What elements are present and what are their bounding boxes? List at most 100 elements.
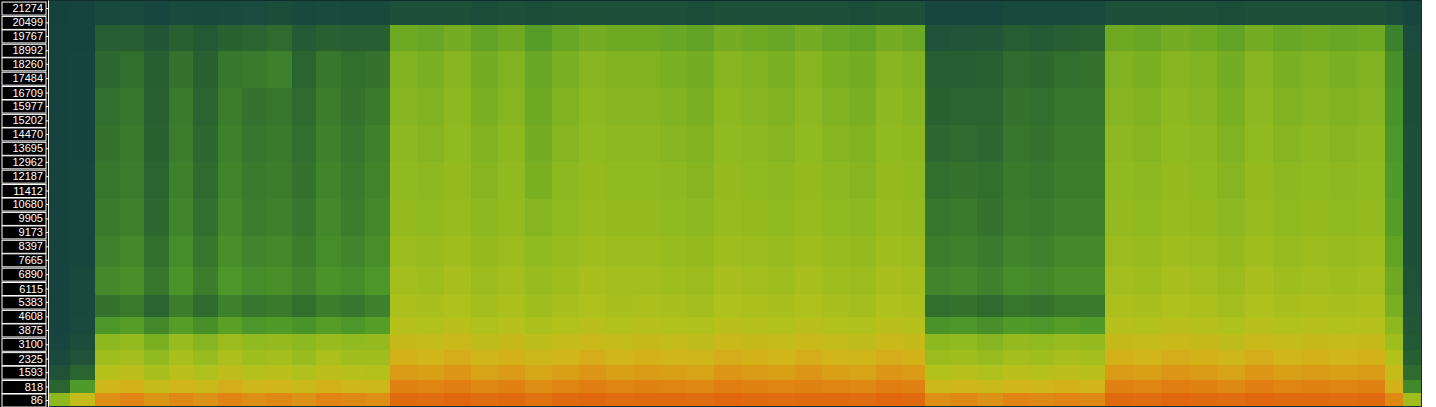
heat-cell [341,365,366,380]
heat-cell [267,379,293,392]
heat-cell [977,0,1004,25]
heat-cell [365,198,391,236]
heat-cell [444,87,472,125]
heat-cell [687,365,715,380]
heat-cell [144,267,170,295]
heat-cell [95,350,121,365]
heat-cell [1217,87,1246,125]
heat-cell [70,235,96,267]
heat-cell [1161,294,1190,317]
tick-label-box [2,240,46,253]
heat-cell [144,50,170,87]
heat-cell [876,24,904,50]
heat-cell [471,365,499,380]
heat-cell [579,294,607,317]
heat-cell [218,379,243,392]
y-tick-mark [46,134,48,135]
heat-cell [714,0,742,25]
tick-label-box [2,128,46,141]
heat-cell [633,350,661,365]
heat-cell [1217,50,1246,87]
heat-cell [390,350,418,365]
heat-cell [120,198,145,236]
heat-cell [1105,124,1134,162]
tick-label-box [2,381,46,394]
heat-cell [365,235,391,267]
heat-cell [606,350,634,365]
heat-cell [1003,87,1030,125]
heat-cell [1054,317,1081,334]
heat-cell [876,294,904,317]
axis-background [0,0,48,407]
heat-cell [1301,24,1330,50]
heat-cell [48,198,71,236]
heat-cell [876,124,904,162]
heat-cell [552,350,580,365]
heat-cell [768,392,796,407]
y-tick: 13695 [2,142,48,155]
heat-cell [193,379,219,392]
heat-cell [1385,294,1404,317]
heat-cell [579,124,607,162]
heat-cell [193,24,219,50]
heat-cell [903,392,926,407]
heat-cell [498,333,526,350]
heat-cell [925,24,952,50]
y-tick-label: 19767 [12,30,43,42]
heat-cell [1273,365,1302,380]
heat-cell [242,350,268,365]
heat-cell [1105,267,1134,295]
heat-cell [471,294,499,317]
heat-cell [390,198,418,236]
heat-cell [120,124,145,162]
heat-cell [1161,87,1190,125]
heat-cell [606,267,634,295]
heat-cell [687,161,715,199]
heat-cell [1273,379,1302,392]
y-tick: 9905 [2,212,48,225]
heat-cell [903,317,926,334]
y-tick-label: 2325 [19,353,43,365]
heat-cell [951,365,978,380]
y-tick: 818 [2,381,48,394]
heat-cell [876,198,904,236]
heat-cell [579,365,607,380]
heat-cell [70,365,96,380]
heat-cell [552,379,580,392]
heat-cell [471,379,499,392]
tick-label-box [2,30,46,43]
heat-cell [1105,392,1134,407]
tick-label-box [2,44,46,57]
heat-cell [525,350,553,365]
heat-cell [606,235,634,267]
heat-cell [552,50,580,87]
heat-cell [316,24,342,50]
heat-cell [120,235,145,267]
heat-cell [951,124,978,162]
y-tick: 6115 [2,283,48,296]
heat-cell [714,392,742,407]
heat-cell [267,350,293,365]
y-tick: 4608 [2,310,48,323]
heat-cell [1385,317,1404,334]
heat-cell [849,0,877,25]
heat-cell [1133,198,1162,236]
heat-cell [741,124,769,162]
heat-cell [1301,365,1330,380]
heat-cell [1133,350,1162,365]
y-tick-label: 818 [25,381,43,393]
heat-cell [822,235,850,267]
heat-cell [144,294,170,317]
heat-cell [822,379,850,392]
heat-cell [95,161,121,199]
plot-area [48,0,1423,407]
heat-cell [341,350,366,365]
y-tick-label: 8397 [19,240,43,252]
heat-cell [606,198,634,236]
y-tick-mark [46,22,48,23]
heat-cell [120,317,145,334]
heat-cell [48,24,71,50]
heat-cell [218,294,243,317]
heat-cell [70,379,96,392]
heat-cell [714,50,742,87]
